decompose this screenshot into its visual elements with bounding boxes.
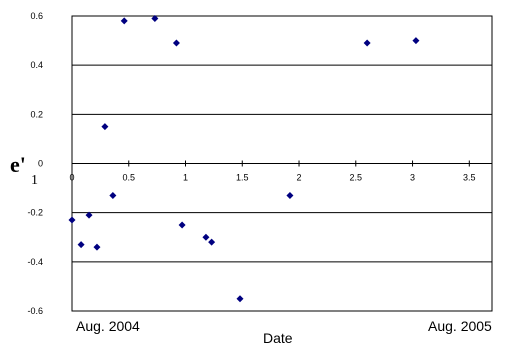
x-tick-label: 0.5 — [122, 173, 135, 183]
data-point — [178, 221, 186, 229]
x-tick-marks — [71, 160, 470, 167]
y-tick-label: -0.6 — [27, 306, 43, 316]
y-tick-label: -0.4 — [27, 257, 43, 267]
y-axis-label: e' — [10, 152, 26, 177]
data-point — [236, 295, 244, 303]
data-point — [172, 39, 180, 47]
data-point — [286, 191, 294, 199]
data-point — [208, 238, 216, 246]
data-points — [68, 14, 420, 303]
data-point — [109, 191, 117, 199]
data-point — [363, 39, 371, 47]
y-tick-label: 0.6 — [30, 11, 43, 21]
x-tick-labels: 0 0.5 1 1.5 2 2.5 3 3.5 — [69, 173, 475, 183]
x-tick-label: 2.5 — [350, 173, 363, 183]
date-end-label: Aug. 2005 — [428, 318, 492, 334]
data-point — [151, 14, 159, 22]
y-tick-label: 0.2 — [30, 109, 43, 119]
y-axis-label-subscript: 1 — [31, 173, 38, 188]
x-tick-label: 1 — [183, 173, 188, 183]
x-tick-label: 3.5 — [463, 173, 476, 183]
y-tick-label: 0 — [38, 159, 43, 169]
x-tick-label: 1.5 — [236, 173, 249, 183]
data-point — [412, 37, 420, 45]
data-point — [120, 17, 128, 25]
date-start-label: Aug. 2004 — [76, 318, 140, 334]
data-point — [68, 216, 76, 224]
x-tick-label: 0 — [69, 173, 74, 183]
data-point — [77, 241, 85, 249]
data-point — [85, 211, 93, 219]
data-point — [93, 243, 101, 251]
data-point — [101, 123, 109, 131]
y-tick-label: -0.2 — [27, 208, 43, 218]
x-tick-label: 3 — [410, 173, 415, 183]
y-tick-label: 0.4 — [30, 60, 43, 70]
y-tick-labels: -0.6 -0.4 -0.2 0 0.2 0.4 0.6 — [27, 11, 43, 316]
x-tick-label: 2 — [297, 173, 302, 183]
x-axis-label: Date — [263, 330, 293, 344]
data-point — [202, 233, 210, 241]
